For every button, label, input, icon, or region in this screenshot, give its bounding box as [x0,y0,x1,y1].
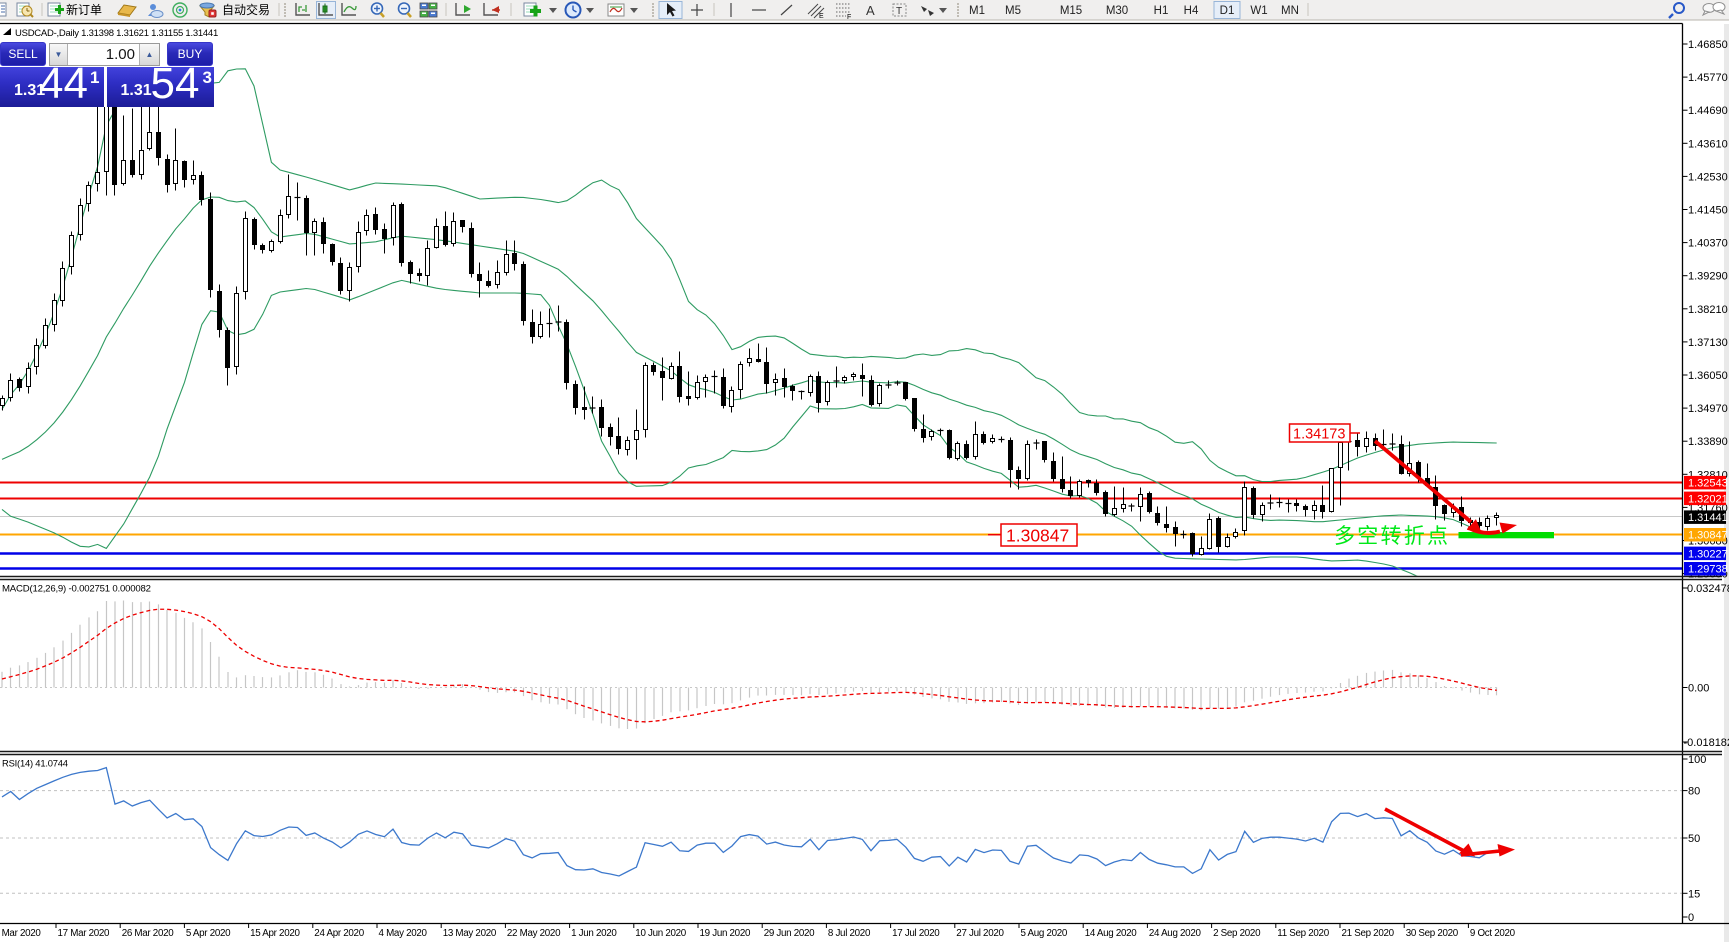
svg-text:27 Jul 2020: 27 Jul 2020 [956,928,1004,939]
svg-text:M30: M30 [1106,5,1128,17]
svg-text:17 Mar 2020: 17 Mar 2020 [58,928,111,939]
svg-text:29 Jun 2020: 29 Jun 2020 [764,928,815,939]
svg-text:1.36050: 1.36050 [1688,370,1728,382]
svg-text:1.32543: 1.32543 [1688,478,1728,490]
svg-text:F: F [847,14,851,21]
svg-text:MN: MN [1281,5,1299,17]
svg-text:2 Sep 2020: 2 Sep 2020 [1213,928,1261,939]
svg-text:19 Jun 2020: 19 Jun 2020 [700,928,751,939]
svg-text:1.32021: 1.32021 [1688,493,1728,505]
svg-text:1.39290: 1.39290 [1688,271,1728,283]
svg-text:8 Jul 2020: 8 Jul 2020 [828,928,871,939]
svg-text:0: 0 [1688,912,1694,924]
svg-text:22 May 2020: 22 May 2020 [507,928,561,939]
svg-text:新订单: 新订单 [66,2,102,17]
svg-text:自动交易: 自动交易 [222,2,270,17]
svg-text:9 Mar 2020: 9 Mar 2020 [0,928,41,939]
svg-text:1.30227: 1.30227 [1688,548,1728,560]
svg-text:17 Jul 2020: 17 Jul 2020 [892,928,940,939]
svg-text:30 Sep 2020: 30 Sep 2020 [1406,928,1459,939]
svg-text:1.42530: 1.42530 [1688,171,1728,183]
svg-text:M15: M15 [1060,5,1082,17]
svg-text:1.43610: 1.43610 [1688,138,1728,150]
svg-text:1.46850: 1.46850 [1688,39,1728,51]
svg-text:1.30847: 1.30847 [1688,530,1728,542]
svg-text:50: 50 [1688,833,1700,845]
svg-text:24 Aug 2020: 24 Aug 2020 [1149,928,1202,939]
svg-text:0.00: 0.00 [1688,683,1709,695]
svg-text:1.29738: 1.29738 [1688,564,1728,576]
svg-text:D1: D1 [1220,5,1235,17]
svg-text:0.032478: 0.032478 [1687,583,1729,595]
svg-text:H1: H1 [1154,5,1169,17]
svg-text:1.38210: 1.38210 [1688,304,1728,316]
svg-text:11 Sep 2020: 11 Sep 2020 [1277,928,1329,939]
svg-text:1.37130: 1.37130 [1688,337,1728,349]
svg-text:-0.018182: -0.018182 [1684,737,1729,749]
svg-text:1.44690: 1.44690 [1688,105,1728,117]
svg-text:H4: H4 [1184,5,1199,17]
svg-text:M5: M5 [1005,5,1021,17]
svg-text:E: E [819,13,824,20]
svg-text:9 Oct 2020: 9 Oct 2020 [1470,928,1516,939]
svg-text:13 May 2020: 13 May 2020 [443,928,497,939]
svg-text:1.30847: 1.30847 [1006,526,1069,546]
svg-text:W1: W1 [1250,5,1267,17]
svg-text:24 Apr 2020: 24 Apr 2020 [314,928,364,939]
svg-text:5 Aug 2020: 5 Aug 2020 [1021,928,1068,939]
svg-text:80: 80 [1688,786,1700,798]
svg-text:1.34970: 1.34970 [1688,403,1728,415]
svg-text:A: A [866,3,875,18]
svg-text:10 Jun 2020: 10 Jun 2020 [635,928,686,939]
svg-text:1.34173: 1.34173 [1293,427,1345,443]
svg-text:多空转折点: 多空转折点 [1334,525,1448,548]
svg-text:1.45770: 1.45770 [1688,72,1728,84]
svg-text:1 Jun 2020: 1 Jun 2020 [571,928,617,939]
svg-text:100: 100 [1688,754,1706,766]
svg-text:15 Apr 2020: 15 Apr 2020 [250,928,300,939]
svg-text:1.41450: 1.41450 [1688,205,1728,217]
svg-text:1.33890: 1.33890 [1688,436,1728,448]
svg-text:21 Sep 2020: 21 Sep 2020 [1342,928,1395,939]
svg-text:1.40370: 1.40370 [1688,238,1728,250]
svg-text:1.31441: 1.31441 [1688,512,1728,524]
svg-text:4 May 2020: 4 May 2020 [379,928,428,939]
svg-text:14 Aug 2020: 14 Aug 2020 [1085,928,1138,939]
svg-text:MACD(12,26,9) -0.002751 0.0000: MACD(12,26,9) -0.002751 0.000082 [2,584,151,595]
svg-text:5 Apr 2020: 5 Apr 2020 [186,928,231,939]
svg-text:USDCAD-,Daily 1.31398 1.31621: USDCAD-,Daily 1.31398 1.31621 1.31155 1.… [15,28,218,39]
svg-text:M1: M1 [969,5,985,17]
svg-text:T: T [896,6,902,17]
svg-text:26 Mar 2020: 26 Mar 2020 [122,928,175,939]
svg-text:RSI(14) 41.0744: RSI(14) 41.0744 [2,758,68,769]
svg-text:15: 15 [1688,888,1700,900]
